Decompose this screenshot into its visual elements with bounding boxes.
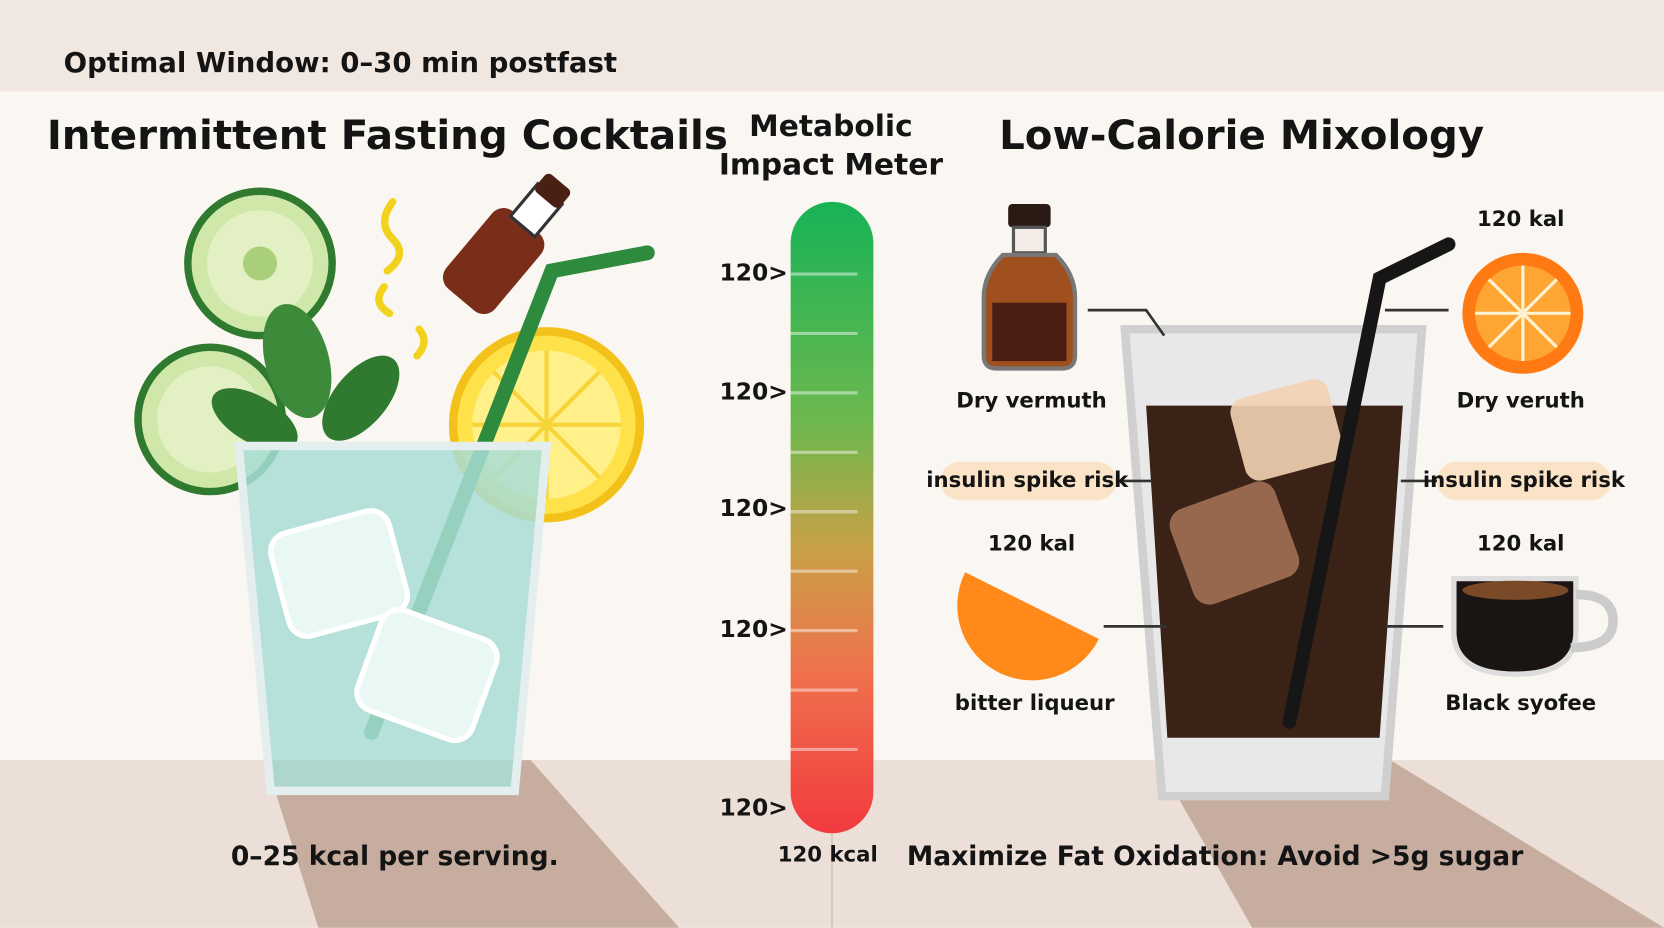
shadow	[1156, 760, 1664, 928]
meter-lines	[790, 272, 858, 752]
meter-tick-label: 120>	[720, 259, 788, 287]
right-title: Low-Calorie Mixology	[999, 112, 1484, 159]
meter-bar	[790, 201, 874, 834]
ingredient-label: Dry veruth	[1457, 388, 1585, 413]
top-band	[0, 0, 1664, 92]
meter-bottom: 120 kcal	[778, 843, 878, 868]
divider	[830, 760, 834, 928]
meter-title: Impact Meter	[719, 147, 944, 182]
left-illustration	[134, 173, 655, 796]
ingredient-label: Dry vermuth	[956, 388, 1106, 413]
right-illustration	[957, 204, 1618, 801]
ingredient-label: insulin spike risk	[1423, 468, 1626, 493]
shadow	[265, 760, 680, 928]
ingredient-label: bitter liqueur	[955, 691, 1115, 716]
meter-tick-label: 120>	[720, 615, 788, 643]
left-footer: 0–25 kcal per serving.	[231, 841, 559, 872]
connectors	[1087, 308, 1449, 628]
meter-title: Metabolic	[749, 109, 913, 144]
banner: Optimal Window: 0–30 min postfast	[64, 46, 617, 79]
ingredient-label: insulin spike risk	[926, 468, 1129, 493]
ingredient-label: Black syofee	[1445, 691, 1596, 716]
meter-tick-label: 120>	[720, 494, 788, 522]
left-title: Intermittent Fasting Cocktails	[47, 112, 728, 159]
ingredient-label: 120 kal	[1477, 207, 1564, 232]
pill	[940, 461, 1117, 501]
ingredient-label: 120 kal	[1477, 532, 1564, 557]
meter-tick-label: 120>	[720, 793, 788, 821]
right-footer: Maximize Fat Oxidation: Avoid >5g sugar	[907, 841, 1523, 872]
ingredient-label: 120 kal	[988, 532, 1075, 557]
pill	[1436, 461, 1611, 501]
meter-tick-label: 120>	[720, 377, 788, 405]
